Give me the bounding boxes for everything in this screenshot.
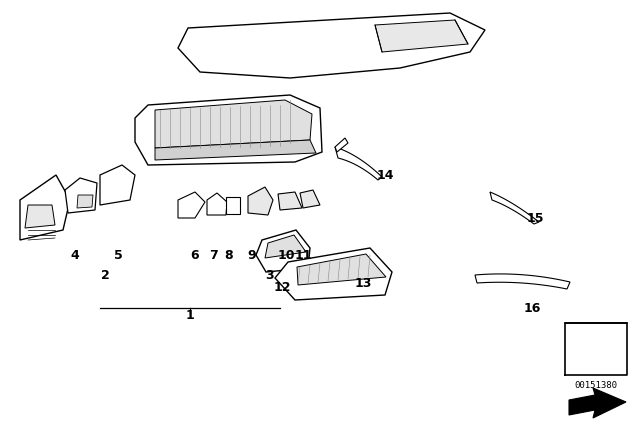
Polygon shape: [335, 138, 348, 152]
Text: 9: 9: [248, 249, 256, 262]
Text: 14: 14: [376, 168, 394, 181]
Polygon shape: [178, 192, 205, 218]
Polygon shape: [375, 20, 468, 52]
Polygon shape: [77, 195, 93, 208]
Text: 16: 16: [524, 302, 541, 314]
Text: 00151380: 00151380: [575, 380, 618, 389]
Polygon shape: [569, 388, 626, 418]
Polygon shape: [135, 95, 322, 165]
Text: 6: 6: [191, 249, 199, 262]
Polygon shape: [278, 192, 302, 210]
Text: 12: 12: [273, 280, 291, 293]
Polygon shape: [475, 274, 570, 289]
Polygon shape: [226, 197, 240, 214]
Polygon shape: [178, 13, 485, 78]
Polygon shape: [20, 175, 70, 240]
Text: 5: 5: [114, 249, 122, 262]
Text: 4: 4: [70, 249, 79, 262]
Text: 7: 7: [209, 249, 218, 262]
Polygon shape: [256, 230, 310, 272]
Text: 11: 11: [294, 249, 312, 262]
Polygon shape: [490, 192, 539, 224]
Polygon shape: [248, 187, 273, 215]
Text: 1: 1: [186, 309, 195, 322]
Polygon shape: [275, 248, 392, 300]
Text: 2: 2: [100, 268, 109, 281]
Polygon shape: [265, 235, 306, 258]
Polygon shape: [155, 140, 316, 160]
Text: 8: 8: [225, 249, 234, 262]
Polygon shape: [207, 193, 227, 215]
Polygon shape: [335, 147, 382, 180]
Polygon shape: [300, 190, 320, 208]
Text: 13: 13: [355, 276, 372, 289]
Polygon shape: [155, 100, 312, 148]
Polygon shape: [25, 205, 55, 228]
Polygon shape: [297, 254, 386, 285]
Text: 3: 3: [266, 268, 275, 281]
Text: 10: 10: [277, 249, 295, 262]
Polygon shape: [65, 178, 97, 213]
Polygon shape: [100, 165, 135, 205]
Text: 15: 15: [526, 211, 544, 224]
